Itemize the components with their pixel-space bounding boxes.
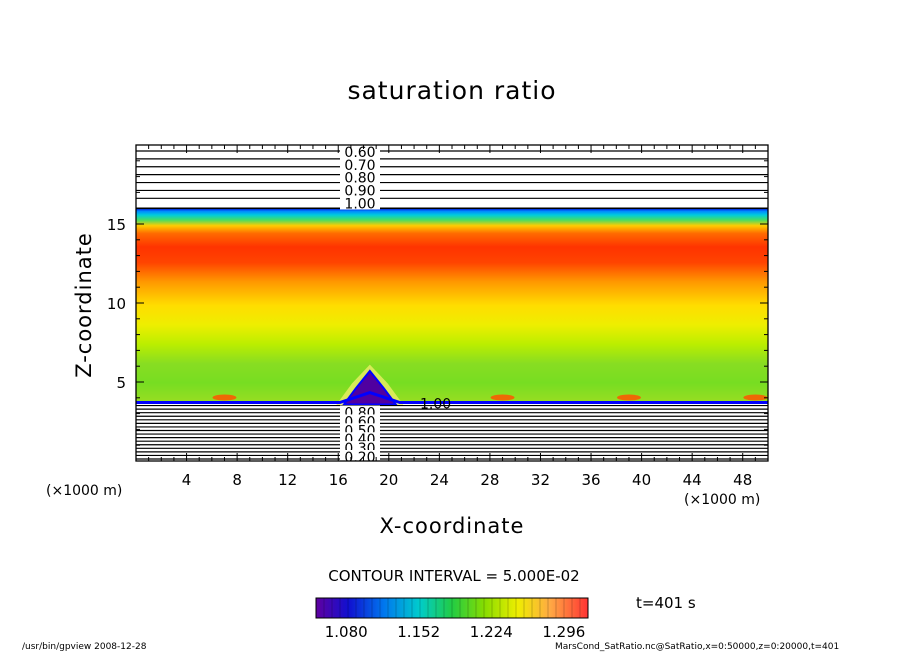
y-tick-label: 5 — [116, 374, 126, 392]
contour-label-box — [340, 183, 380, 197]
x-tick-label: 16 — [329, 471, 348, 489]
upper-contour-label: 1.00 — [344, 196, 375, 212]
time-label: t=401 s — [636, 594, 696, 612]
x-axis-label: X-coordinate — [379, 514, 525, 538]
x-tick-label: 44 — [683, 471, 702, 489]
footer-right: MarsCond_SatRatio.nc@SatRatio,x=0:50000,… — [555, 642, 840, 652]
y-tick-label: 10 — [107, 295, 126, 313]
y-axis-label: Z-coordinate — [72, 232, 96, 378]
colorbar-label: 1.152 — [397, 623, 440, 641]
chart-title: saturation ratio — [347, 76, 557, 105]
x-tick-label: 8 — [232, 471, 242, 489]
x-tick-label: 36 — [581, 471, 600, 489]
lower-contour-label: 0.20 — [344, 450, 375, 466]
upper-contour-label: 0.80 — [344, 171, 375, 187]
colorbar-label: 1.080 — [325, 623, 368, 641]
x-tick-label: 28 — [480, 471, 499, 489]
contour-interval-label: CONTOUR INTERVAL = 5.000E-02 — [328, 567, 580, 585]
contour-label-box — [340, 145, 380, 158]
upper-contour-label: 0.90 — [344, 184, 375, 200]
colorbar-frame — [315, 597, 589, 619]
y-tick-label: 15 — [107, 216, 126, 234]
colorbar-label: 1.224 — [470, 623, 513, 641]
contour-label-1-00: 1.00 — [420, 397, 451, 413]
x-tick-label: 4 — [182, 471, 192, 489]
upper-contour-label: 0.60 — [344, 145, 375, 161]
footer-left: /usr/bin/gpview 2008-12-28 — [22, 642, 147, 652]
x-unit-label-left: (×1000 m) — [46, 483, 123, 499]
contour-label-box — [340, 450, 380, 461]
contour-label-box — [340, 170, 380, 184]
contour-line-1-00-bottom — [136, 390, 768, 405]
x-tick-label: 40 — [632, 471, 651, 489]
x-tick-label: 12 — [278, 471, 297, 489]
warm-spot — [212, 394, 237, 401]
x-unit-label-right: (×1000 m) — [684, 492, 761, 508]
colorbar-label: 1.296 — [542, 623, 585, 641]
warm-spot — [743, 394, 768, 401]
x-tick-label: 20 — [379, 471, 398, 489]
warm-spot — [616, 394, 641, 401]
upper-contour-label: 0.70 — [344, 158, 375, 174]
x-tick-label: 48 — [733, 471, 752, 489]
x-tick-label: 24 — [430, 471, 449, 489]
warm-spot — [490, 394, 515, 401]
saturated-layer-band — [136, 208, 768, 403]
contour-label-box — [340, 196, 380, 210]
x-tick-label: 32 — [531, 471, 550, 489]
contour-label-box — [340, 157, 380, 171]
